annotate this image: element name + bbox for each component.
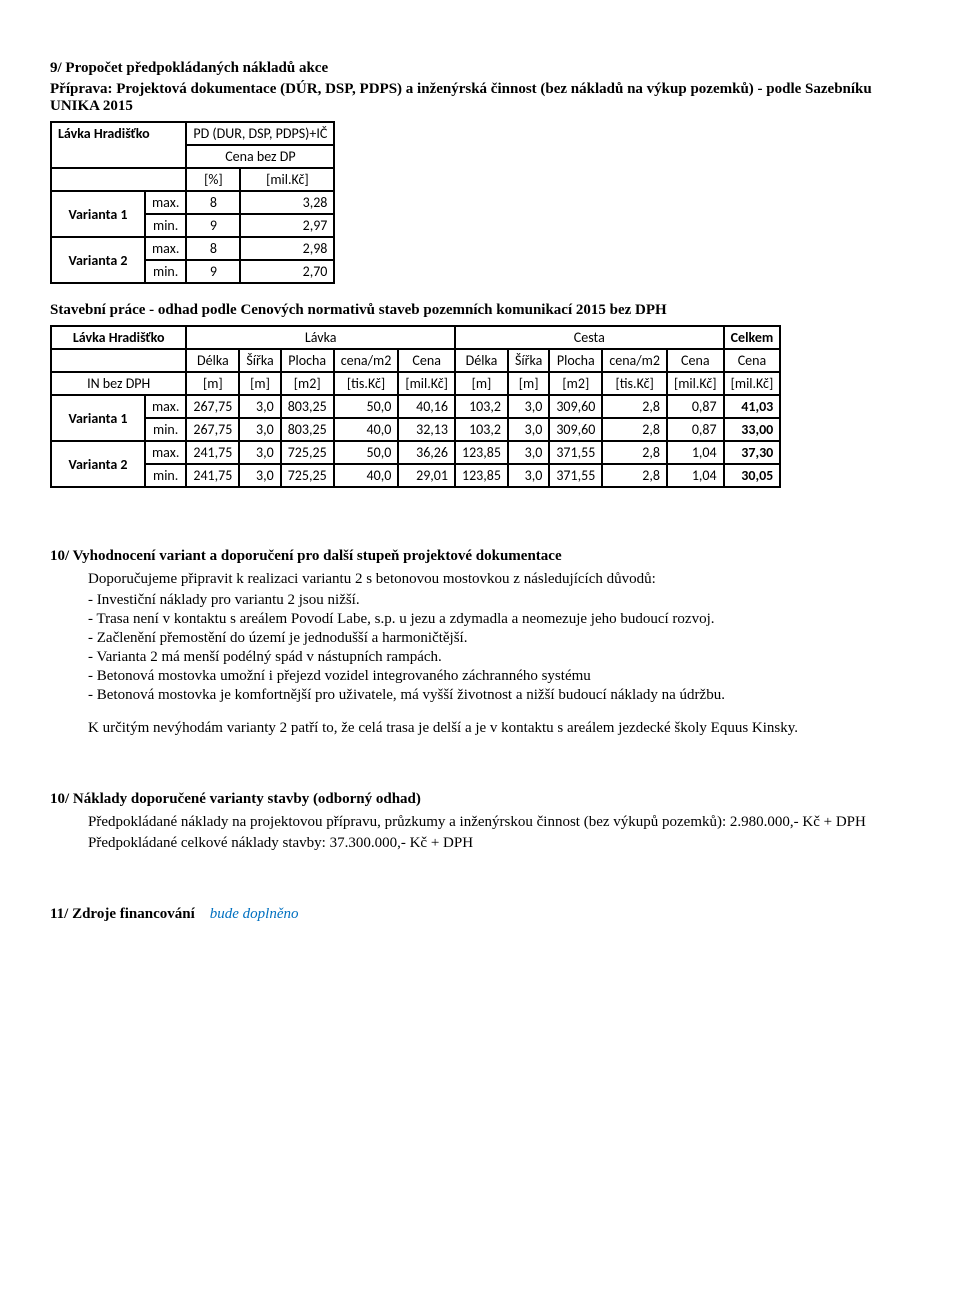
t2-var2: Varianta 2 [51, 441, 145, 487]
section-10a-title: 10/ Vyhodnocení variant a doporučení pro… [50, 548, 910, 565]
table-row: min. 241,75 3,0 725,25 40,0 29,01 123,85… [51, 464, 780, 487]
t2-c-cenam2-2: cena/m2 [602, 349, 667, 372]
t2-u-m1: [m] [186, 372, 239, 395]
t1-r3-p: 8 [186, 237, 240, 260]
sec10a-p1: Doporučujeme připravit k realizaci varia… [88, 571, 910, 588]
bullet: - Trasa není v kontaktu s areálem Povodí… [88, 611, 910, 628]
t1-r2-v: 2,97 [240, 214, 334, 237]
bullet: - Začlenění přemostění do území je jedno… [88, 630, 910, 647]
t1-r1-p: 8 [186, 191, 240, 214]
t1-r1-mm: max. [145, 191, 186, 214]
t2-r-mm: min. [145, 464, 186, 487]
t1-col-mil: [mil.Kč] [240, 168, 334, 191]
t2-c-delka2: Délka [455, 349, 508, 372]
t1-r3-v: 2,98 [240, 237, 334, 260]
section-11-title: 11/ Zdroje financování bude doplněno [50, 906, 910, 923]
t1-pd-hdr: PD (DUR, DSP, PDPS)+IČ [186, 122, 334, 145]
bullet: - Investiční náklady pro variantu 2 jsou… [88, 592, 910, 609]
bullet: - Betonová mostovka je komfortnější pro … [88, 687, 910, 704]
t1-r2-mm: min. [145, 214, 186, 237]
t2-u-mil3: [mil.Kč] [724, 372, 781, 395]
sec11-prefix: 11/ Zdroje financování [50, 906, 195, 922]
t2-u-m2b: [m2] [549, 372, 602, 395]
section-9-title: 9/ Propočet předpokládaných nákladů akce [50, 60, 910, 77]
t2-c-sirka2: Šířka [508, 349, 549, 372]
table-row: Varianta 2 max. 241,75 3,0 725,25 50,0 3… [51, 441, 780, 464]
t2-u-m2: [m] [239, 372, 280, 395]
sec11-suffix: bude doplněno [210, 906, 299, 922]
t2-c-cena2: Cena [667, 349, 724, 372]
t1-r1-v: 3,28 [240, 191, 334, 214]
t2-c-plocha2: Plocha [549, 349, 602, 372]
t2-u-mil1: [mil.Kč] [398, 372, 455, 395]
bullet: - Varianta 2 má menší podélný spád v nás… [88, 649, 910, 666]
t1-r2-p: 9 [186, 214, 240, 237]
t2-r-mm: min. [145, 418, 186, 441]
t1-var2: Varianta 2 [51, 237, 145, 283]
table-works: Lávka Hradišťko Lávka Cesta Celkem Délka… [50, 325, 781, 488]
t2-celkem: Celkem [724, 326, 781, 349]
t1-cena-hdr: Cena bez DP [186, 145, 334, 168]
table-row: Varianta 1 max. 267,75 3,0 803,25 50,0 4… [51, 395, 780, 418]
t1-r3-mm: max. [145, 237, 186, 260]
t2-r-mm: max. [145, 441, 186, 464]
prep-line: Příprava: Projektová dokumentace (DÚR, D… [50, 81, 910, 115]
t1-r4-mm: min. [145, 260, 186, 283]
section-10b-title: 10/ Náklady doporučené varianty stavby (… [50, 791, 910, 808]
sec10b-p2: Předpokládané celkové náklady stavby: 37… [88, 835, 910, 852]
t2-var1: Varianta 1 [51, 395, 145, 441]
table-row: min. 267,75 3,0 803,25 40,0 32,13 103,2 … [51, 418, 780, 441]
t2-c-delka1: Délka [186, 349, 239, 372]
bullet: - Betonová mostovka umožní i přejezd voz… [88, 668, 910, 685]
t1-r4-v: 2,70 [240, 260, 334, 283]
t2-u-mil2: [mil.Kč] [667, 372, 724, 395]
t2-lavka-hdr: Lávka Hradišťko [51, 326, 186, 349]
t2-inbez: IN bez DPH [51, 372, 186, 395]
t2-c-cena1: Cena [398, 349, 455, 372]
t1-r4-p: 9 [186, 260, 240, 283]
works-line: Stavební práce - odhad podle Cenových no… [50, 302, 910, 319]
t2-u-tis1: [tis.Kč] [334, 372, 399, 395]
t2-cesta-sec: Cesta [455, 326, 724, 349]
t2-c-cenam2-1: cena/m2 [334, 349, 399, 372]
sec10b-p1: Předpokládané náklady na projektovou pří… [88, 814, 910, 831]
sec10a-p2: K určitým nevýhodám varianty 2 patří to,… [88, 720, 910, 737]
t2-u-tis2: [tis.Kč] [602, 372, 667, 395]
t2-u-m3: [m] [455, 372, 508, 395]
t2-lavka-sec: Lávka [186, 326, 455, 349]
t1-var1: Varianta 1 [51, 191, 145, 237]
t1-lavka: Lávka Hradišťko [51, 122, 186, 168]
sec10a-bullets: - Investiční náklady pro variantu 2 jsou… [88, 592, 910, 704]
t2-u-m2a: [m2] [281, 372, 334, 395]
t2-u-m4: [m] [508, 372, 549, 395]
t1-col-pct: [%] [186, 168, 240, 191]
table-pd-costs: Lávka Hradišťko PD (DUR, DSP, PDPS)+IČ C… [50, 121, 335, 284]
t2-r-mm: max. [145, 395, 186, 418]
t2-c-plocha1: Plocha [281, 349, 334, 372]
t2-c-sirka1: Šířka [239, 349, 280, 372]
t2-c-cena3: Cena [724, 349, 781, 372]
